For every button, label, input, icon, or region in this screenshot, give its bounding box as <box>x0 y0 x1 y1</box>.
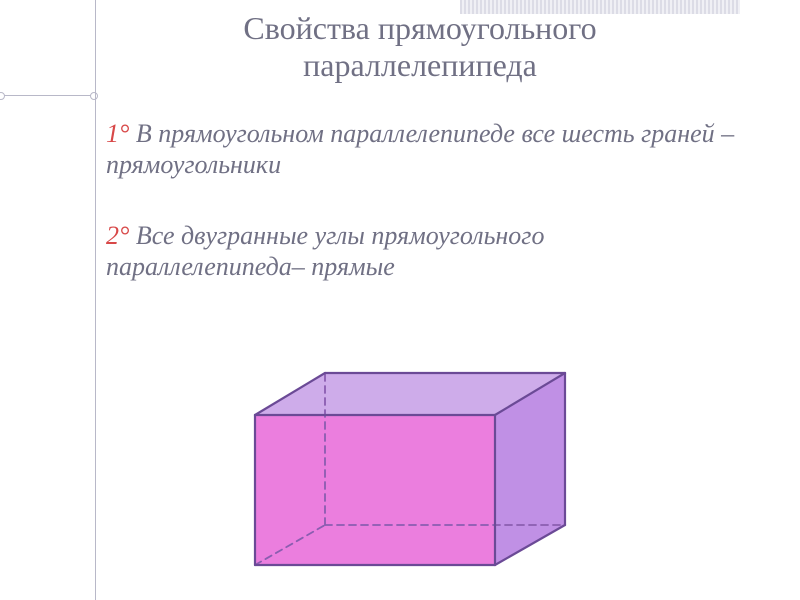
cuboid-figure <box>225 355 585 585</box>
property-1-text: В прямоугольном параллелепипеде все шест… <box>106 119 734 179</box>
property-2-number: 2° <box>106 221 129 250</box>
horizontal-rule <box>0 95 95 96</box>
property-1: 1° В прямоугольном параллелепипеде все ш… <box>106 118 746 180</box>
slide-title: Свойства прямоугольного параллелепипеда <box>180 10 660 84</box>
property-2-text: Все двугранные углы прямоугольного парал… <box>106 221 544 281</box>
title-text: Свойства прямоугольного параллелепипеда <box>180 10 660 84</box>
cuboid-svg <box>225 355 585 585</box>
property-1-number: 1° <box>106 119 129 148</box>
property-2: 2° Все двугранные углы прямоугольного па… <box>106 220 746 282</box>
vertical-rule <box>95 0 96 600</box>
